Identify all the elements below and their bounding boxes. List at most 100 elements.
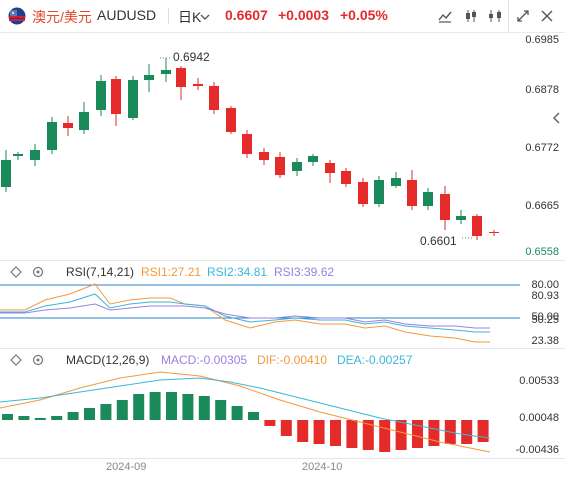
indicator-icon[interactable] [486, 7, 504, 25]
side-arrow-icon[interactable] [551, 110, 563, 126]
candle-body [128, 80, 138, 118]
rsi-level-label: 23.38 [531, 335, 559, 347]
macd-histogram-bar [395, 420, 407, 450]
gear-icon[interactable] [32, 266, 44, 278]
rsi-line-2 [0, 293, 490, 333]
macd-histogram-bar [313, 420, 325, 444]
candle-body [30, 150, 40, 160]
macd-histogram-bar [84, 408, 95, 420]
rsi-line-1 [0, 283, 490, 343]
candle-body [440, 194, 450, 220]
candle-body [161, 70, 171, 74]
candle-body [308, 156, 318, 162]
macd-histogram-bar [34, 418, 46, 420]
y-label: 0.6878 [525, 84, 559, 96]
candle-body [423, 192, 433, 206]
macd-histogram-bar [297, 420, 309, 442]
candle-body [456, 216, 466, 220]
macd-level-label: 0.00533 [519, 375, 559, 387]
y-label: 0.6772 [525, 142, 559, 154]
candle-body [144, 75, 154, 80]
macd-chart[interactable] [0, 368, 565, 460]
rsi-chart[interactable] [0, 280, 565, 348]
candle-body [472, 216, 482, 236]
candlestick-chart[interactable] [0, 32, 565, 260]
panel-divider [0, 260, 565, 261]
symbol-code[interactable]: AUDUSD [97, 7, 157, 23]
y-label: 0.6665 [525, 200, 559, 212]
candle-body [407, 180, 417, 206]
macd-histogram-bar [198, 396, 210, 420]
rsi-title[interactable]: RSI(7,14,21) [66, 265, 135, 279]
candle-body [47, 122, 57, 150]
price-change: +0.0003 [278, 7, 329, 23]
price-change-percent: +0.05% [340, 7, 388, 23]
macd-title[interactable]: MACD(12,26,9) [66, 353, 150, 367]
macd-histogram-bar [100, 404, 112, 420]
candle-body [79, 112, 89, 130]
candle-body [259, 152, 269, 160]
candle-body [292, 162, 302, 171]
eye-icon[interactable] [10, 266, 22, 278]
macd-histogram-bar [248, 412, 259, 420]
macd-histogram-bar [412, 420, 423, 448]
candle-body [358, 182, 368, 204]
candle-body [226, 108, 236, 132]
y-label: 0.6985 [525, 34, 559, 46]
high-price-label: 0.6942 [173, 50, 210, 64]
candle-body [193, 84, 203, 86]
panel-divider [0, 348, 565, 349]
rsi-level-label: 80.93 [531, 290, 559, 302]
x-axis-label: 2024-09 [106, 461, 147, 473]
candle-body [96, 81, 106, 110]
flag-australia-usa-icon [8, 7, 26, 25]
current-price: 0.6607 [225, 7, 268, 23]
macd-histogram-bar [280, 420, 292, 436]
macd-legend: MACD(12,26,9) MACD:-0.00305 DIF:-0.00410… [0, 353, 565, 371]
macd-histogram-bar [379, 420, 391, 452]
dea-line [0, 377, 491, 439]
expand-icon[interactable] [514, 7, 532, 25]
macd-histogram-bar [461, 420, 473, 444]
macd-histogram-bar [166, 392, 177, 420]
macd-histogram-bar [477, 420, 489, 442]
macd-histogram-bar [362, 420, 374, 450]
rsi2-value: RSI2:34.81 [207, 265, 268, 279]
caret-down-icon[interactable] [200, 12, 210, 22]
macd-histogram-bar [133, 394, 145, 420]
rsi-level-label: 50.25 [531, 314, 559, 326]
chart-header: 澳元/美元 AUDUSD 日K 0.6607 +0.0003 +0.05% [0, 0, 565, 33]
macd-histogram-bar [149, 392, 161, 420]
timeframe-selector[interactable]: 日K [178, 9, 202, 25]
macd-histogram-bar [182, 394, 194, 420]
candle-body [325, 163, 335, 173]
rsi-level-label: 80.00 [531, 279, 559, 291]
candle-body [13, 154, 23, 156]
gear-icon[interactable] [32, 354, 44, 366]
macd-histogram-bar [231, 406, 243, 420]
macd-histogram-bar [2, 414, 13, 420]
rsi-legend: RSI(7,14,21) RSI1:27.21 RSI2:34.81 RSI3:… [0, 265, 565, 283]
candle-body [176, 68, 186, 87]
close-icon[interactable] [538, 7, 556, 25]
candle-body [275, 157, 285, 175]
candlestick-icon[interactable] [462, 7, 480, 25]
macd-histogram-bar [215, 400, 227, 420]
macd-value: MACD:-0.00305 [161, 353, 248, 367]
candle-body [1, 160, 11, 187]
header-divider [168, 8, 169, 24]
macd-histogram-bar [346, 420, 358, 448]
x-axis-line [0, 458, 565, 459]
macd-histogram-bar [428, 420, 440, 446]
macd-histogram-bar [330, 420, 341, 446]
candle-body [209, 86, 219, 110]
toolbar-divider [508, 0, 509, 32]
rsi1-value: RSI1:27.21 [141, 265, 202, 279]
dif-line [0, 371, 491, 453]
rsi3-value: RSI3:39.62 [274, 265, 335, 279]
eye-icon[interactable] [10, 354, 22, 366]
chart-type-icon[interactable] [436, 7, 454, 25]
candle-body [63, 123, 73, 128]
symbol-name[interactable]: 澳元/美元 [32, 9, 92, 25]
x-axis-label: 2024-10 [302, 461, 343, 473]
